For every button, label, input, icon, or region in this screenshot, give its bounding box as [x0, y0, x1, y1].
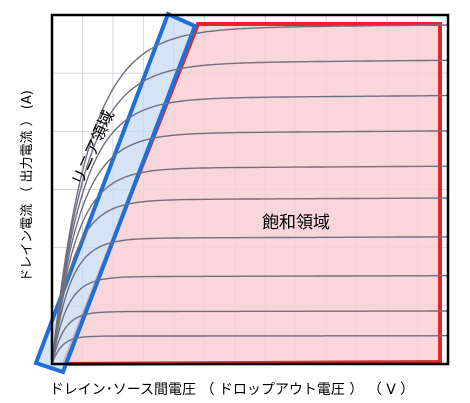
y-axis-label: ドレイン電流 （ 出力電流 ） (A)	[20, 90, 35, 282]
x-axis-label: ドレイン･ソース間電圧 （ ドロップアウト電圧 ） （ V ）	[50, 382, 415, 398]
saturation-region-label: 飽和領域	[262, 213, 330, 233]
